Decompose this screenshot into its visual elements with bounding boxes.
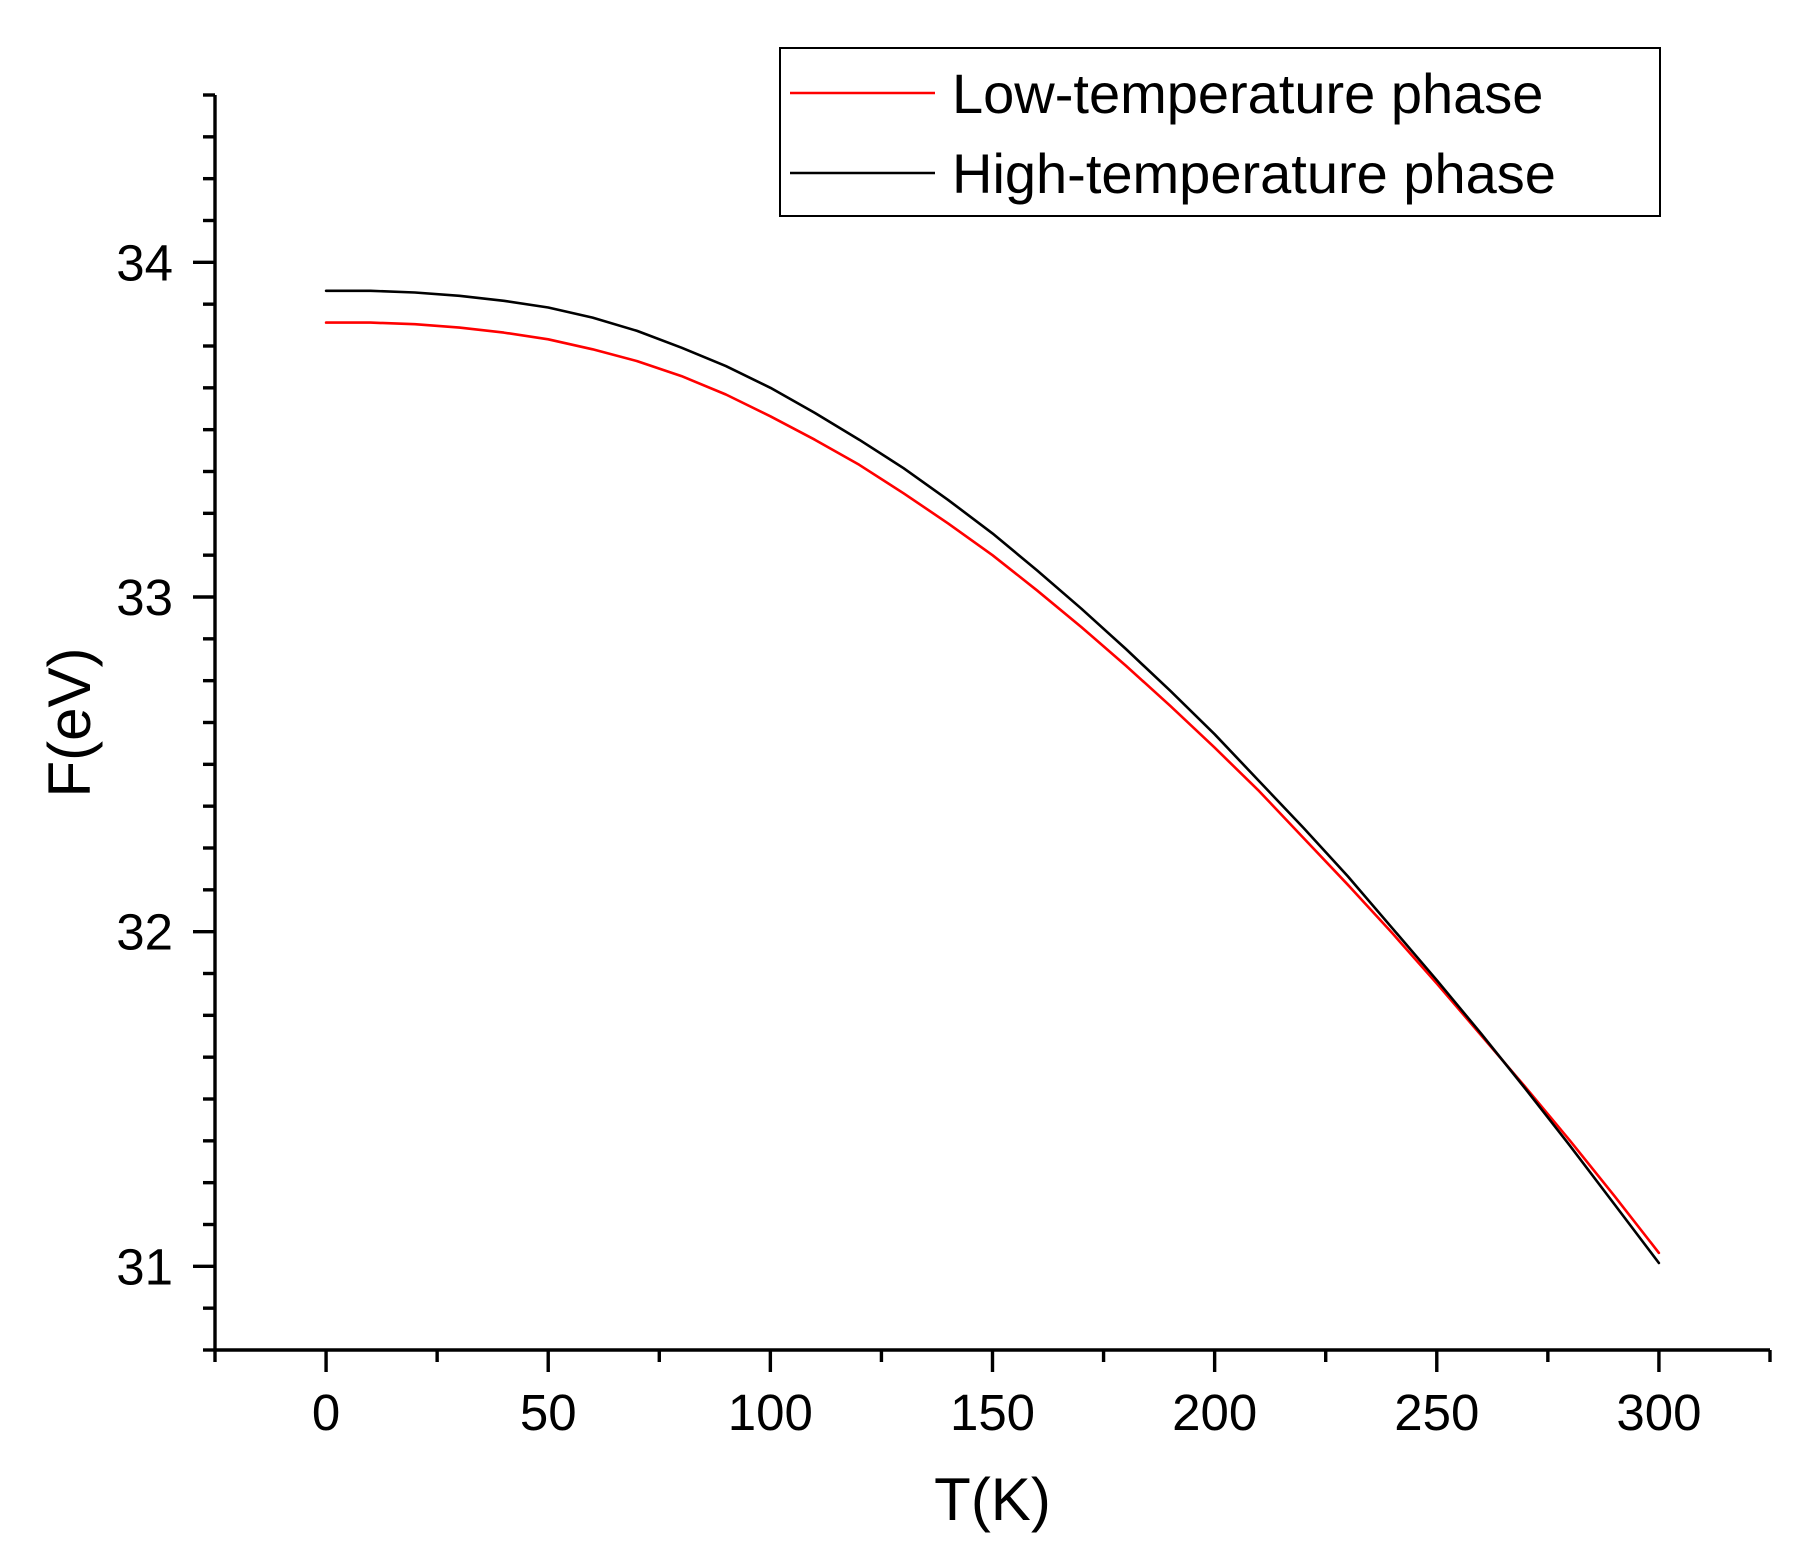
y-tick-label: 32	[116, 904, 173, 961]
y-tick-label: 34	[116, 234, 173, 291]
x-tick-label: 50	[520, 1384, 577, 1441]
x-tick-label: 250	[1394, 1384, 1479, 1441]
legend-box	[779, 47, 1661, 217]
legend: Low-temperature phase High-temperature ph…	[779, 47, 1661, 217]
x-tick-label: 200	[1172, 1384, 1257, 1441]
y-axis-title: F(eV)	[36, 648, 103, 798]
x-axis-title: T(K)	[934, 1466, 1051, 1533]
series-line-low-temperature-phase	[324, 321, 1661, 1255]
x-tick-label: 100	[728, 1384, 813, 1441]
legend-label: High-temperature phase	[952, 142, 1556, 205]
legend-label: Low-temperature phase	[952, 62, 1543, 125]
x-tick-label: 300	[1616, 1384, 1701, 1441]
axes-layer: 31 32 33 34 0 50 100 150 200 250 300	[116, 93, 1772, 1441]
series-line-high-temperature-phase	[324, 289, 1661, 1265]
y-tick-label: 33	[116, 569, 173, 626]
series-layer	[324, 289, 1661, 1265]
y-tick-label: 31	[116, 1238, 173, 1295]
x-tick-label: 150	[950, 1384, 1035, 1441]
x-tick-label: 0	[312, 1384, 340, 1441]
